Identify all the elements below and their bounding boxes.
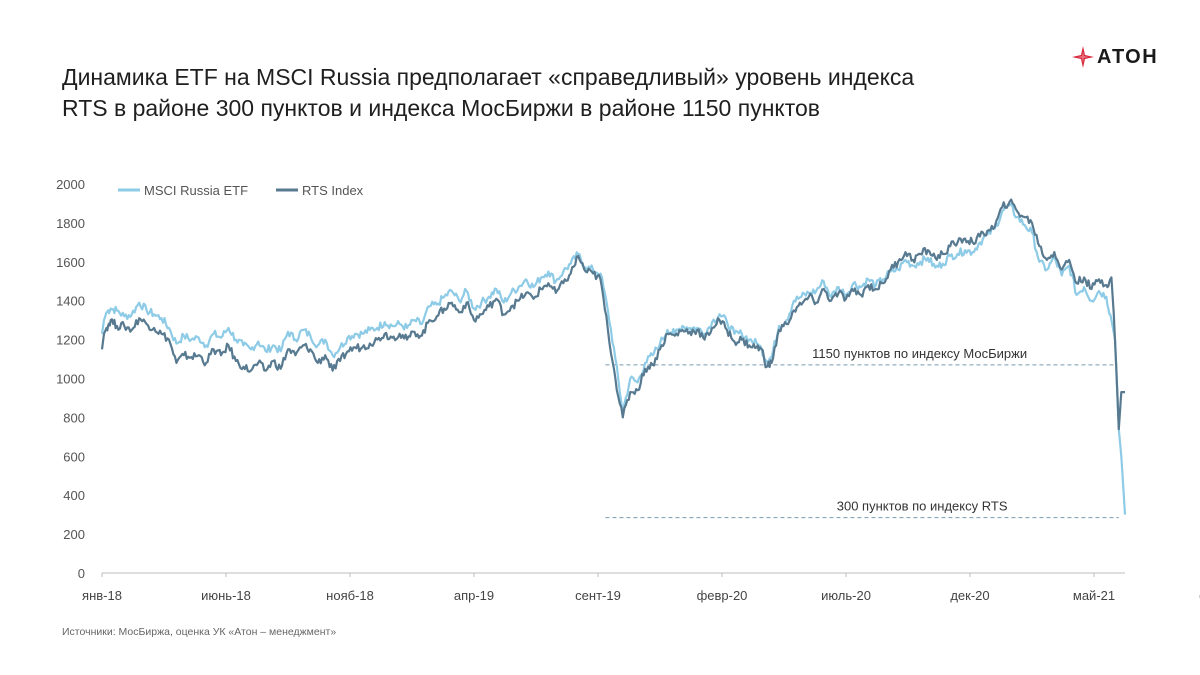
y-tick-label: 2000	[56, 177, 85, 192]
x-tick-label: апр-19	[454, 588, 494, 603]
y-axis: 0 200 400 600 800 1000 1200 1400 1600 1800 2000	[56, 177, 85, 581]
x-tick-label: янв-18	[82, 588, 122, 603]
legend-label-msci: MSCI Russia ETF	[144, 183, 248, 198]
title-line-1: Динамика ETF на MSCI Russia предполагает…	[62, 64, 915, 90]
y-tick-label: 0	[78, 566, 85, 581]
y-tick-label: 400	[63, 488, 85, 503]
x-tick-label: нояб-18	[326, 588, 374, 603]
title-line-2: RTS в районе 300 пунктов и индекса МосБи…	[62, 95, 821, 121]
legend-label-rts: RTS Index	[302, 183, 364, 198]
reference-lines: 1150 пунктов по индексу МосБиржи 300 пунк…	[605, 346, 1119, 519]
series-line-msci	[100, 202, 1127, 515]
line-chart: 0 200 400 600 800 1000 1200 1400 1600 1800 2000 ян…	[56, 177, 1200, 603]
y-tick-label: 1200	[56, 333, 85, 348]
reference-line-label: 300 пунктов по индексу RTS	[837, 499, 1008, 514]
series-lines	[100, 198, 1127, 515]
x-tick-label: дек-20	[950, 588, 989, 603]
x-tick-label: май-21	[1073, 588, 1115, 603]
x-tick-label: июнь-18	[201, 588, 251, 603]
x-tick-label: сент-19	[575, 588, 621, 603]
y-tick-label: 1400	[56, 294, 85, 309]
x-tick-label: февр-20	[697, 588, 748, 603]
logo-text: АТОН	[1097, 45, 1159, 68]
source-note: Источники: МосБиржа, оценка УК «Атон – м…	[62, 626, 337, 638]
reference-line-label: 1150 пунктов по индексу МосБиржи	[812, 346, 1027, 361]
y-tick-label: 600	[63, 449, 85, 464]
y-tick-label: 1600	[56, 255, 85, 270]
aton-star-logo-icon	[1072, 46, 1094, 68]
y-tick-label: 1800	[56, 216, 85, 231]
y-tick-label: 1000	[56, 372, 85, 387]
y-tick-label: 800	[63, 410, 85, 425]
y-tick-label: 200	[63, 527, 85, 542]
series-line-rts	[100, 198, 1125, 431]
aton-logo: АТОН	[1072, 40, 1158, 74]
x-axis: янв-18 июнь-18 нояб-18 апр-19 сент-19 февр-20…	[82, 572, 1200, 603]
x-tick-label: июль-20	[821, 588, 871, 603]
chart-title: Динамика ETF на MSCI Russia предполагает…	[62, 62, 1042, 124]
legend: MSCI Russia ETF RTS Index	[118, 183, 364, 198]
